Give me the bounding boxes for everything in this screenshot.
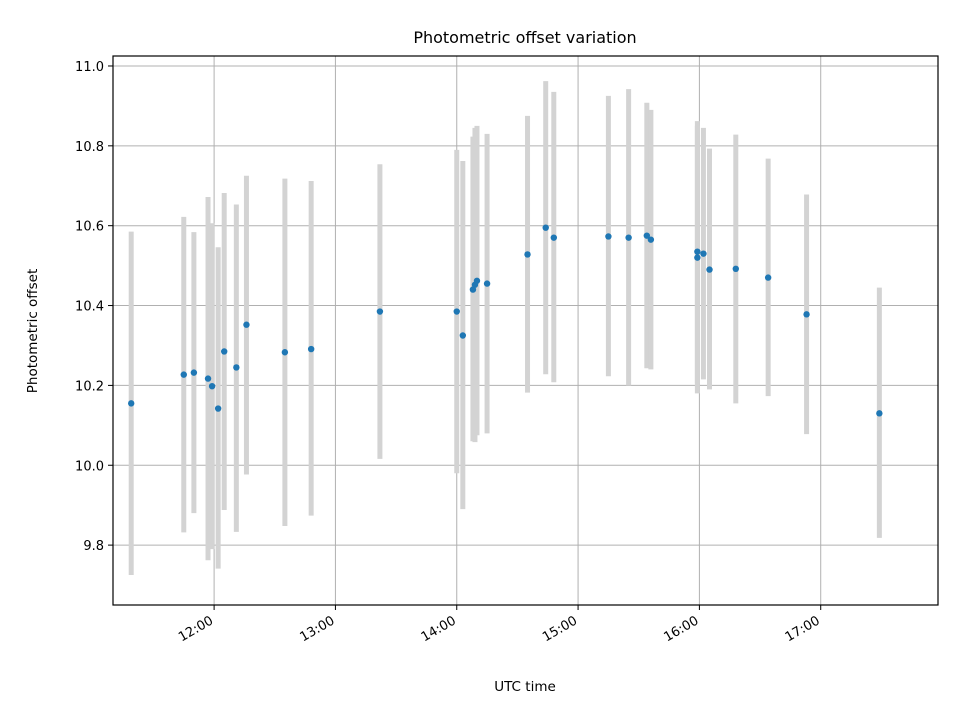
x-tick-label: 15:00	[540, 613, 580, 645]
y-axis-ticks: 9.8 10.0 10.2 10.4 10.6 10.8 11.0	[75, 60, 113, 554]
y-tick-label: 9.8	[83, 539, 104, 554]
data-point	[307, 345, 315, 353]
plot-frame	[112, 55, 939, 606]
x-axis-ticks: 12:00 13:00 14:00 15:00 16:00 17:00	[176, 605, 823, 645]
data-point	[550, 234, 558, 241]
data-point	[180, 371, 187, 378]
data-point	[281, 349, 289, 356]
y-tick-label: 11.0	[75, 60, 104, 75]
x-tick-label: 14:00	[419, 613, 459, 645]
y-tick-label: 10.2	[75, 379, 104, 394]
data-point	[764, 274, 772, 281]
y-tick-label: 10.4	[75, 300, 104, 315]
y-tick-label: 10.0	[75, 459, 104, 474]
data-point	[647, 236, 655, 243]
x-tick-label: 17:00	[783, 613, 823, 645]
x-tick-label: 13:00	[297, 613, 337, 645]
data-point	[542, 224, 549, 231]
y-axis-label: Photometric offset	[25, 269, 41, 393]
data-point	[694, 254, 701, 261]
data-point	[376, 308, 384, 315]
y-tick-label: 10.6	[75, 220, 104, 235]
data-point	[469, 286, 477, 293]
data-point	[876, 410, 883, 417]
data-point	[473, 277, 481, 284]
data-point	[732, 265, 739, 273]
data-point	[694, 248, 701, 255]
data-point	[127, 400, 135, 407]
data-point	[243, 321, 250, 328]
data-point	[233, 364, 240, 371]
data-point	[459, 332, 467, 339]
data-point	[221, 348, 228, 355]
data-point	[605, 233, 612, 240]
data-point	[483, 280, 491, 287]
x-tick-label: 12:00	[176, 613, 216, 645]
error-bars	[128, 81, 882, 576]
x-tick-label: 16:00	[661, 613, 701, 645]
data-point	[204, 375, 212, 382]
y-tick-label: 10.8	[75, 140, 104, 155]
data-point	[643, 232, 651, 239]
x-axis-label: UTC time	[494, 679, 556, 695]
data-point	[453, 308, 460, 315]
chart-title: Photometric offset variation	[413, 28, 636, 47]
data-point	[524, 251, 531, 258]
data-point	[706, 266, 713, 273]
data-point	[208, 382, 216, 390]
data-point	[700, 250, 707, 257]
data-point	[214, 405, 222, 412]
data-point	[625, 234, 632, 241]
data-point	[190, 369, 198, 376]
data-points	[127, 224, 883, 417]
data-point	[803, 311, 810, 318]
